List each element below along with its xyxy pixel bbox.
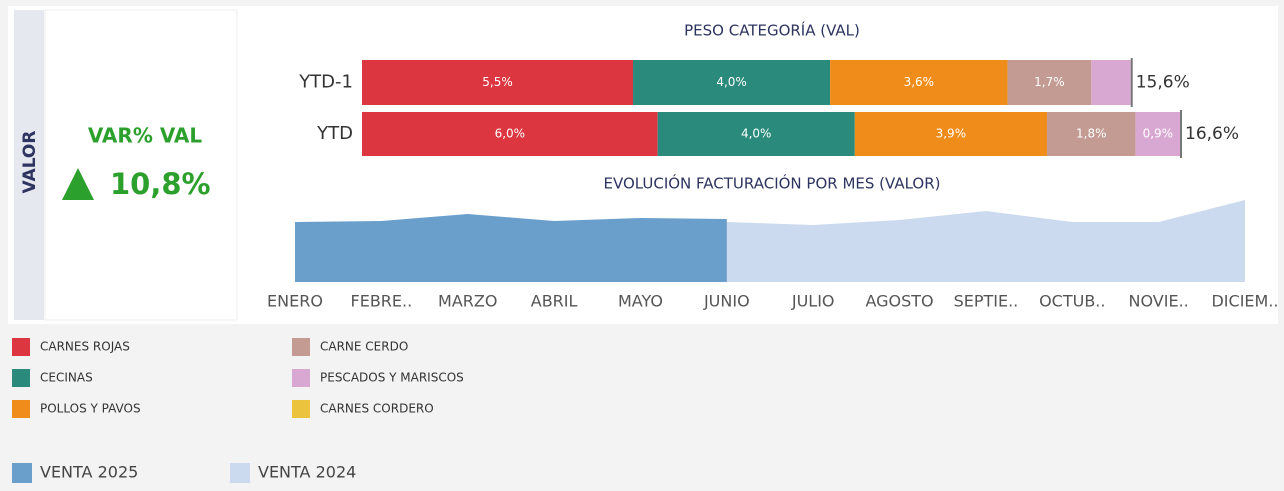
legend-label: VENTA 2025 (40, 463, 138, 482)
segment-label: 4,0% (741, 127, 772, 141)
section-band (14, 10, 44, 320)
bar-segment (1046, 112, 1136, 156)
legend-swatch (292, 400, 310, 418)
x-tick-label: OCTUB.. (1039, 292, 1105, 311)
total-label: 16,6% (1185, 124, 1239, 144)
x-tick-label: AGOSTO (865, 292, 933, 311)
bar-segment (1135, 112, 1181, 156)
kpi-panel (44, 9, 238, 321)
segment-label: 1,7% (1034, 75, 1065, 89)
bar-segment (1091, 60, 1131, 105)
bar-segment (362, 60, 634, 105)
kpi-value: 10,8% (110, 167, 211, 201)
legend-label: VENTA 2024 (258, 463, 356, 482)
legend-swatch (292, 338, 310, 356)
x-tick-label: SEPTIE.. (954, 292, 1019, 311)
total-label: 15,6% (1136, 73, 1190, 93)
area (295, 214, 727, 282)
x-tick-label: MAYO (618, 292, 663, 311)
bar-segment (1007, 60, 1092, 105)
x-tick-label: FEBRE.. (351, 292, 413, 311)
legend-label: CARNES ROJAS (40, 340, 130, 354)
segment-label: 0,9% (1143, 127, 1174, 141)
legend-swatch (292, 369, 310, 387)
up-arrow (62, 168, 94, 200)
legend-swatch (12, 369, 30, 387)
bar-segment (362, 112, 658, 156)
legend-swatch (12, 400, 30, 418)
x-tick-label: ENERO (267, 292, 323, 311)
x-tick-label: NOVIE.. (1129, 292, 1189, 311)
x-tick-label: MARZO (438, 292, 497, 311)
row-label: YTD (316, 123, 353, 144)
segment-label: 3,6% (904, 75, 935, 89)
segment-label: 1,8% (1076, 127, 1107, 141)
bar-segment (854, 112, 1047, 156)
row-label: YTD-1 (298, 72, 353, 93)
x-tick-label: JULIO (791, 292, 835, 311)
legend-swatch (12, 463, 32, 483)
legend-label: PESCADOS Y MARISCOS (320, 371, 464, 385)
bar-segment (633, 60, 831, 105)
segment-label: 6,0% (495, 127, 526, 141)
x-tick-label: ABRIL (531, 292, 578, 311)
segment-label: 5,5% (482, 75, 513, 89)
legend-label: POLLOS Y PAVOS (40, 402, 141, 416)
legend-label: CECINAS (40, 371, 93, 385)
chart-title: EVOLUCIÓN FACTURACIÓN POR MES (VALOR) (603, 174, 940, 193)
bar-segment (657, 112, 855, 156)
x-tick-label: DICIEM.. (1211, 292, 1278, 311)
kpi-label: VAR% VAL (88, 124, 203, 148)
bar-segment (830, 60, 1008, 105)
legend-label: CARNES CORDERO (320, 402, 434, 416)
legend-swatch (12, 338, 30, 356)
legend-label: CARNE CERDO (320, 340, 408, 354)
segment-label: 3,9% (936, 127, 967, 141)
chart-title: PESO CATEGORÍA (VAL) (684, 21, 860, 40)
section-label: VALOR (20, 131, 40, 194)
segment-label: 4,0% (716, 75, 747, 89)
x-tick-label: JUNIO (703, 292, 750, 311)
legend-swatch (230, 463, 250, 483)
